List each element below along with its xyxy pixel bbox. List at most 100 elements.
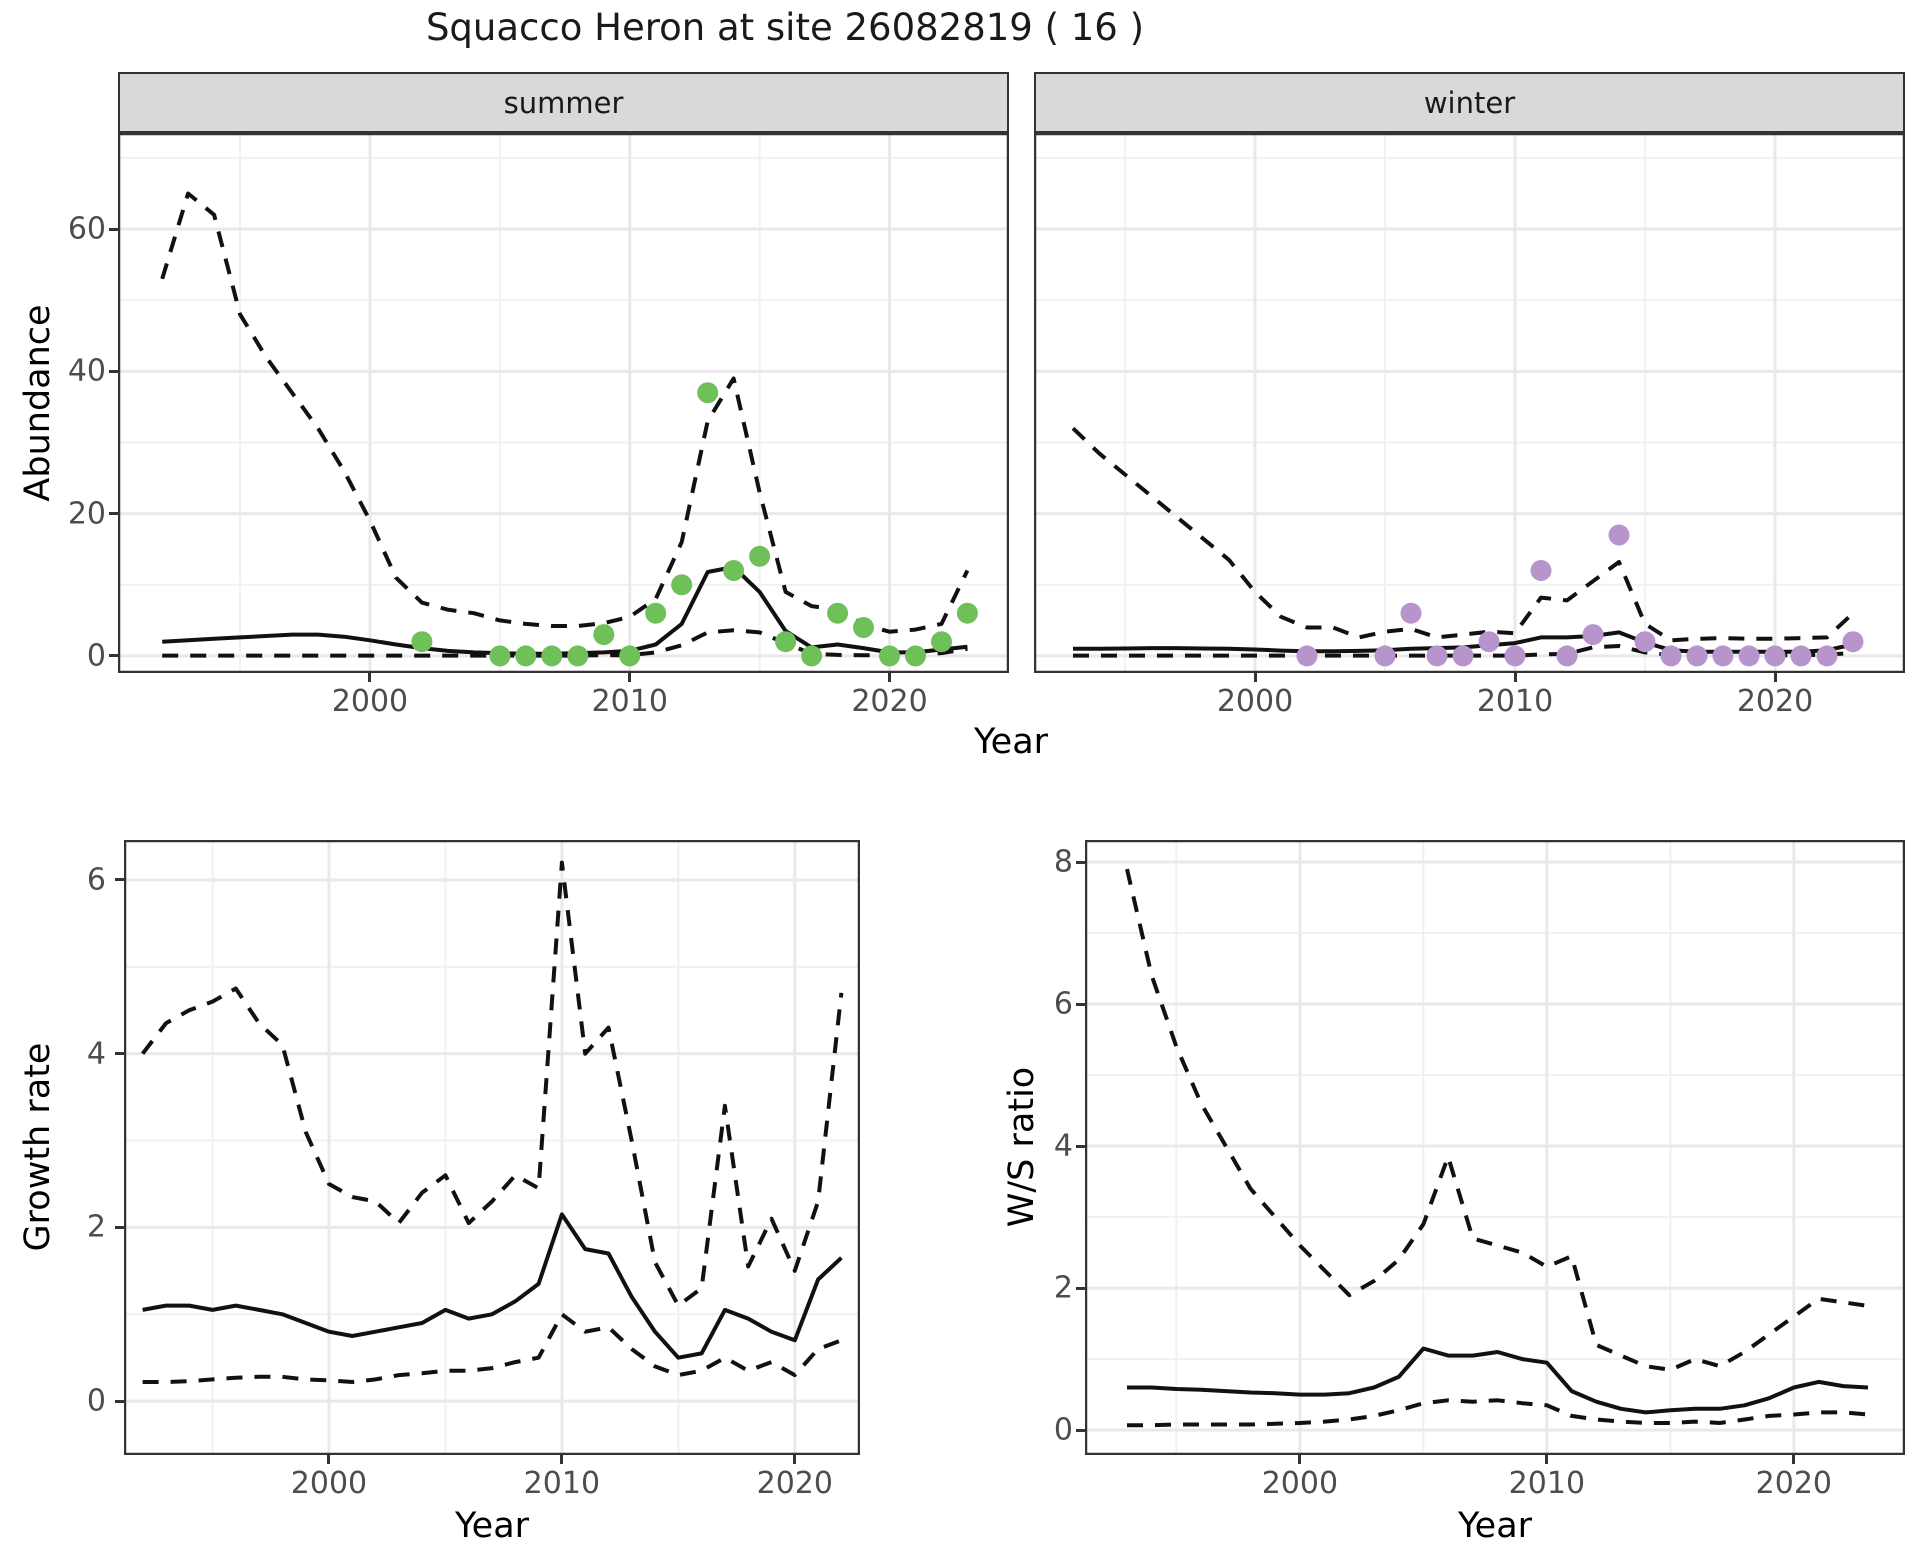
data-point	[593, 624, 615, 646]
x-tick-mark	[1513, 673, 1517, 682]
y-tick-label: 20	[67, 496, 106, 532]
x-tick-label: 2020	[851, 684, 928, 719]
x-tick-mark	[793, 1455, 797, 1464]
panel-border	[1034, 133, 1905, 673]
panel-border	[124, 840, 860, 1455]
median-line	[1127, 1346, 1869, 1415]
y-tick-mark	[1076, 860, 1085, 864]
data-point	[567, 645, 589, 667]
y-tick-mark	[115, 1225, 124, 1229]
x-tick-mark	[1773, 673, 1777, 682]
y-tick-mark	[115, 1399, 124, 1403]
facet-strip-summer: summer	[118, 72, 1009, 133]
x-tick-mark	[628, 673, 632, 682]
y-tick-mark	[1076, 1002, 1085, 1006]
data-point	[775, 631, 797, 653]
facet-strip-winter: winter	[1034, 72, 1905, 133]
y-tick-mark	[109, 227, 118, 231]
x-tick-label: 2000	[331, 684, 409, 719]
data-point	[1478, 631, 1500, 653]
panel-summer-abundance	[118, 133, 1009, 673]
x-tick-mark	[1253, 673, 1257, 682]
data-point	[956, 602, 978, 624]
upper-ci-line	[141, 860, 844, 1308]
x-tick-label: 2010	[1476, 684, 1554, 719]
data-point	[905, 645, 926, 667]
lower-ci-line	[142, 1312, 843, 1384]
x-tick-label: 2000	[290, 1466, 368, 1501]
data-point	[1400, 602, 1422, 624]
data-point	[489, 645, 511, 667]
y-tick-label: 60	[67, 211, 106, 247]
data-point	[1452, 645, 1474, 667]
data-point	[1764, 645, 1786, 667]
x-tick-mark	[1545, 1455, 1549, 1464]
data-point	[1712, 645, 1734, 667]
x-tick-label: 2000	[1261, 1466, 1339, 1501]
x-tick-mark	[368, 673, 372, 682]
x-tick-label: 2010	[1508, 1466, 1586, 1501]
data-point	[853, 617, 874, 638]
facet-strip-winter-label: winter	[1423, 85, 1516, 120]
y-tick-label: 0	[1053, 1412, 1073, 1448]
data-point	[1504, 645, 1526, 667]
x-tick-label: 2000	[1216, 684, 1294, 719]
data-point	[879, 645, 900, 667]
data-point	[671, 574, 693, 596]
data-point	[515, 645, 537, 667]
x-tick-label: 2020	[1755, 1466, 1833, 1501]
y-tick-label: 0	[86, 1383, 106, 1419]
x-axis-title-year-top: Year	[973, 722, 1049, 762]
lower-ci-line	[162, 628, 968, 658]
data-point	[541, 645, 563, 667]
data-point	[1790, 645, 1812, 667]
y-tick-mark	[1076, 1428, 1085, 1432]
y-axis-title-abundance: Abundance	[18, 304, 58, 502]
median-line	[142, 1212, 843, 1360]
y-tick-mark	[109, 369, 118, 373]
data-point	[1686, 645, 1708, 667]
x-axis-title-year-growth: Year	[454, 1506, 530, 1546]
y-tick-label: 6	[1053, 986, 1073, 1022]
y-tick-label: 2	[86, 1209, 106, 1245]
y-tick-mark	[1076, 1144, 1085, 1148]
x-tick-mark	[888, 673, 891, 682]
data-point	[1660, 645, 1682, 667]
data-point	[1608, 524, 1630, 546]
data-point	[801, 645, 823, 667]
data-point	[1816, 645, 1838, 667]
page-title: Squacco Heron at site 26082819 ( 16 )	[425, 6, 1145, 49]
observed-points	[1296, 524, 1864, 667]
y-tick-mark	[1076, 1286, 1085, 1290]
data-point	[1296, 645, 1318, 667]
data-point	[1738, 645, 1760, 667]
panel-growth-rate	[124, 840, 860, 1455]
gridlines-summer-abundance	[118, 133, 1009, 673]
gridlines-ws-ratio	[1085, 840, 1905, 1455]
y-tick-label: 6	[86, 862, 106, 898]
data-point	[723, 560, 745, 581]
data-point	[1556, 645, 1578, 667]
median-line	[162, 565, 968, 656]
data-point	[931, 631, 952, 653]
panel-winter-abundance	[1034, 133, 1905, 673]
upper-ci-line	[160, 191, 970, 634]
data-point	[697, 382, 719, 404]
data-point	[827, 602, 849, 624]
panel-border	[118, 133, 1009, 673]
y-tick-label: 40	[67, 353, 106, 389]
x-tick-label: 2020	[1736, 684, 1814, 719]
data-point	[411, 631, 433, 653]
y-tick-mark	[115, 878, 124, 882]
data-point	[1582, 624, 1604, 646]
panel-ws-ratio	[1085, 840, 1905, 1455]
data-point	[1374, 645, 1396, 667]
data-point	[1426, 645, 1448, 667]
observed-points	[411, 382, 978, 667]
data-point	[1634, 631, 1656, 653]
data-point	[619, 645, 641, 667]
gridlines-growth-rate	[124, 840, 860, 1455]
x-tick-mark	[1792, 1455, 1796, 1464]
data-point	[1842, 631, 1864, 653]
